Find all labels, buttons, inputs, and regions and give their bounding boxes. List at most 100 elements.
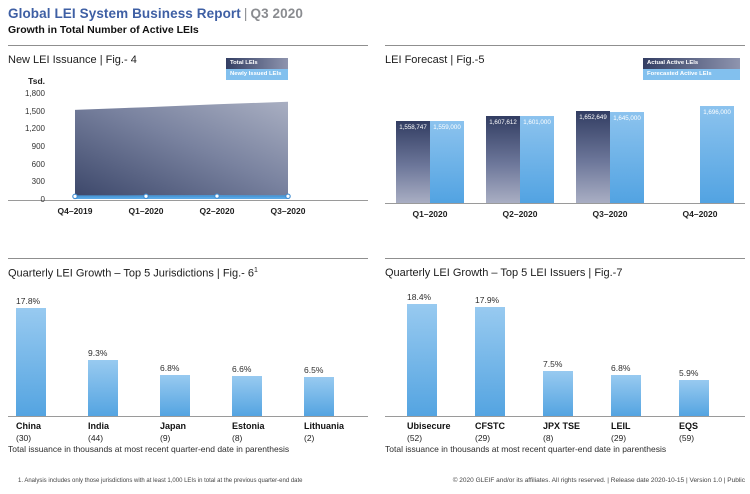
fig7-category: CFSTC (29) <box>467 421 535 443</box>
title-separator: | <box>243 6 248 21</box>
fig6-footnote-marker: 1 <box>254 267 258 274</box>
forecast-value-label: 1,601,000 <box>523 119 551 127</box>
fig6-category: Estonia (8) <box>224 421 296 443</box>
fig6-category: Japan (9) <box>152 421 224 443</box>
forecast-value-label: 1,559,000 <box>433 123 461 131</box>
fig6-footer-note: Total issuance in thousands at most rece… <box>8 444 290 454</box>
category-count: (29) <box>611 433 627 443</box>
category-name: Ubisecure <box>407 421 451 431</box>
fig7-bar-column: 7.5% <box>535 358 603 416</box>
actual-value-label: 1,607,612 <box>489 118 517 126</box>
percent-label: 18.4% <box>407 292 432 303</box>
newly-issued-marker <box>214 193 220 199</box>
fig6-category: China (30) <box>8 421 80 443</box>
legend-forecasted-active-leis: Forecasted Active LEIs <box>643 69 740 80</box>
panel-fig6: Quarterly LEI Growth – Top 5 Jurisdictio… <box>8 258 368 443</box>
fig5-legend: Actual Active LEIs Forecasted Active LEI… <box>643 58 740 80</box>
fig7-category: JPX TSE (8) <box>535 421 603 443</box>
legend-newly-issued-leis: Newly Issued LEIs <box>226 69 288 80</box>
fig4-y-tick-label: 1,800 <box>24 89 45 98</box>
percent-label: 6.8% <box>160 362 180 373</box>
percent-label: 17.8% <box>16 296 41 306</box>
fig6-x-axis: China (30) India (44) Japan (9) Estonia (8) Lith… <box>8 421 368 443</box>
percent-label: 6.5% <box>304 364 324 375</box>
fig7-bar-column: 17.9% <box>467 295 535 416</box>
fig5-plot-area: 1,558,747 1,559,000 1,607,612 1,601,000 1,65… <box>385 103 745 204</box>
fig6-category: Lithuania (2) <box>296 421 368 443</box>
fig4-chart-area: 1,800 1,500 1,200 900 600 300 0 <box>8 89 368 204</box>
actual-active-bar: 1,607,612 <box>486 115 520 203</box>
fig4-x-axis: Q4–2019 Q1–2020 Q2–2020 Q3–2020 <box>8 206 368 220</box>
fig6-fig-label: | Fig.- 6 <box>216 267 254 280</box>
forecast-active-bar: 1,645,000 <box>610 111 644 203</box>
actual-active-bar: 1,652,649 <box>576 110 610 203</box>
fig4-x-tick-label: Q2–2020 <box>199 206 235 216</box>
fig7-fig-label: | Fig.-7 <box>588 267 623 279</box>
fig4-area-plot <box>72 101 291 200</box>
fig5-bar-pair: 1,558,747 1,559,000 <box>396 120 464 203</box>
fig7-panel-title: Quarterly LEI Growth – Top 5 LEI Issuers… <box>385 267 622 279</box>
category-name: LEIL <box>611 421 631 431</box>
fig6-plot-area: 17.8% 9.3% 6.8% 6.6% 6.5% <box>8 296 368 417</box>
category-name: Lithuania <box>304 421 344 431</box>
growth-bar <box>304 376 334 416</box>
fig7-bar-column: 6.8% <box>603 363 671 416</box>
actual-value-label: 1,558,747 <box>399 123 427 131</box>
fig5-panel-title: LEI Forecast | Fig.-5 <box>385 54 484 66</box>
fig6-bar-column: 17.8% <box>8 296 80 416</box>
actual-active-bar: 1,558,747 <box>396 120 430 203</box>
fig4-y-axis-unit: Tsd. <box>28 76 45 86</box>
fig4-y-tick-label: 600 <box>31 159 45 169</box>
fig5-x-tick-label: Q1–2020 <box>412 209 448 219</box>
fig7-category: LEIL (29) <box>603 421 671 443</box>
growth-bar <box>679 380 709 416</box>
category-count: (59) <box>679 433 695 443</box>
growth-bar <box>611 374 641 416</box>
fig7-category: Ubisecure (52) <box>399 421 467 443</box>
fig4-title: New LEI Issuance <box>8 54 97 66</box>
fig5-bar-pair: 1,696,000 <box>666 106 734 203</box>
newly-issued-marker <box>72 193 78 200</box>
fig5-title: LEI Forecast <box>385 54 448 66</box>
panel-fig4: New LEI Issuance | Fig.- 4 Total LEIs Ne… <box>8 45 368 229</box>
category-name: CFSTC <box>475 421 505 431</box>
fig5-x-tick-label: Q3–2020 <box>592 209 628 219</box>
copyright-line: © 2020 GLEIF and/or its affiliates. All … <box>452 477 745 484</box>
growth-bar <box>543 370 573 416</box>
growth-bar <box>160 374 190 416</box>
category-name: Estonia <box>232 421 265 431</box>
fig5-x-axis: Q1–2020 Q2–2020 Q3–2020 Q4–2020 <box>385 209 745 219</box>
percent-label: 7.5% <box>543 358 563 369</box>
fig7-bar-column: 18.4% <box>399 292 467 416</box>
fig5-bar-group: 1,696,000 <box>655 103 745 203</box>
fig7-bar-column: 5.9% <box>671 368 739 416</box>
fig4-legend: Total LEIs Newly Issued LEIs <box>226 58 288 80</box>
report-period: Q3 2020 <box>250 6 303 21</box>
fig5-fig-label: | Fig.-5 <box>450 54 485 66</box>
category-count: (8) <box>543 433 554 443</box>
fig4-y-tick-label: 1,500 <box>24 106 45 116</box>
category-name: India <box>88 421 110 431</box>
panel-fig7: Quarterly LEI Growth – Top 5 LEI Issuers… <box>385 258 745 443</box>
fig5-x-tick-label: Q2–2020 <box>502 209 538 219</box>
category-count: (52) <box>407 433 423 443</box>
report-title-row: Global LEI System Business Report | Q3 202… <box>8 6 303 21</box>
percent-label: 17.9% <box>475 295 500 306</box>
footnote: 1. Analysis includes only those jurisdic… <box>18 478 303 484</box>
fig6-bar-column: 9.3% <box>80 347 152 416</box>
growth-bar <box>232 375 262 416</box>
fig6-bar-column: 6.5% <box>296 364 368 416</box>
fig5-x-tick-label: Q4–2020 <box>682 209 718 219</box>
category-name: China <box>16 421 42 431</box>
percent-label: 6.6% <box>232 363 252 374</box>
total-leis-area <box>75 101 288 199</box>
forecast-value-label: 1,645,000 <box>613 114 641 122</box>
growth-bar <box>88 359 118 416</box>
category-count: (30) <box>16 433 32 443</box>
percent-label: 9.3% <box>88 347 108 358</box>
fig4-y-tick-label: 300 <box>31 177 45 187</box>
fig4-y-tick-label: 900 <box>31 142 45 151</box>
forecast-active-bar: 1,601,000 <box>520 116 554 203</box>
fig5-bar-pair: 1,652,649 1,645,000 <box>576 110 644 203</box>
category-count: (2) <box>304 433 315 443</box>
